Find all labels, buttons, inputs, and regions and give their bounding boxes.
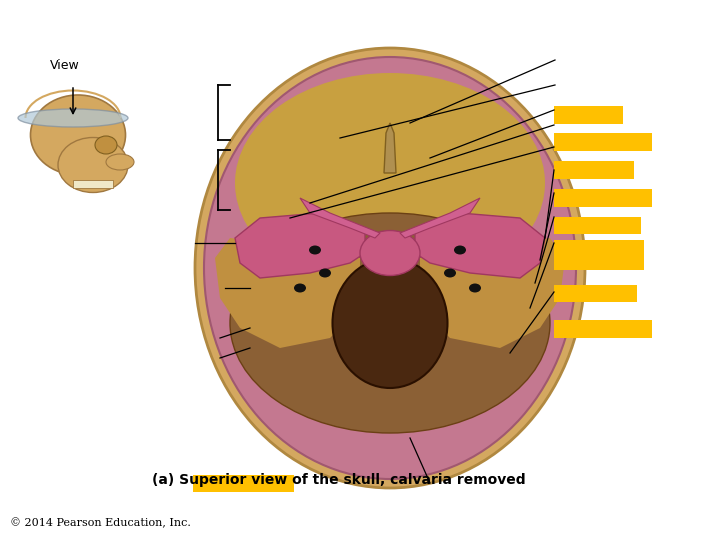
- Bar: [554, 217, 641, 234]
- Polygon shape: [400, 198, 480, 238]
- Ellipse shape: [58, 138, 128, 192]
- Ellipse shape: [333, 258, 448, 388]
- Ellipse shape: [195, 48, 585, 488]
- Polygon shape: [415, 213, 545, 278]
- Text: (a) Superior view of the skull, calvaria removed: (a) Superior view of the skull, calvaria…: [152, 472, 525, 487]
- Polygon shape: [420, 238, 565, 348]
- Bar: [554, 320, 652, 338]
- Ellipse shape: [469, 284, 481, 293]
- Ellipse shape: [95, 136, 117, 154]
- Bar: [554, 189, 652, 207]
- Ellipse shape: [18, 109, 128, 127]
- Polygon shape: [384, 123, 396, 173]
- Polygon shape: [235, 213, 365, 278]
- Ellipse shape: [309, 246, 321, 254]
- Bar: [554, 106, 623, 124]
- Ellipse shape: [230, 213, 550, 433]
- Ellipse shape: [30, 95, 125, 175]
- Bar: [554, 161, 634, 179]
- Ellipse shape: [106, 154, 134, 170]
- Ellipse shape: [360, 231, 420, 275]
- Ellipse shape: [204, 57, 576, 479]
- Ellipse shape: [454, 246, 466, 254]
- Text: © 2014 Pearson Education, Inc.: © 2014 Pearson Education, Inc.: [10, 517, 191, 528]
- Polygon shape: [300, 198, 380, 238]
- Ellipse shape: [444, 268, 456, 278]
- Ellipse shape: [319, 268, 331, 278]
- Bar: [554, 240, 644, 270]
- Polygon shape: [215, 238, 360, 348]
- Text: View: View: [50, 59, 80, 72]
- Bar: [73, 180, 113, 188]
- Ellipse shape: [294, 284, 306, 293]
- Bar: [554, 133, 652, 151]
- Ellipse shape: [235, 73, 545, 293]
- Bar: [554, 285, 637, 302]
- Bar: [193, 475, 294, 492]
